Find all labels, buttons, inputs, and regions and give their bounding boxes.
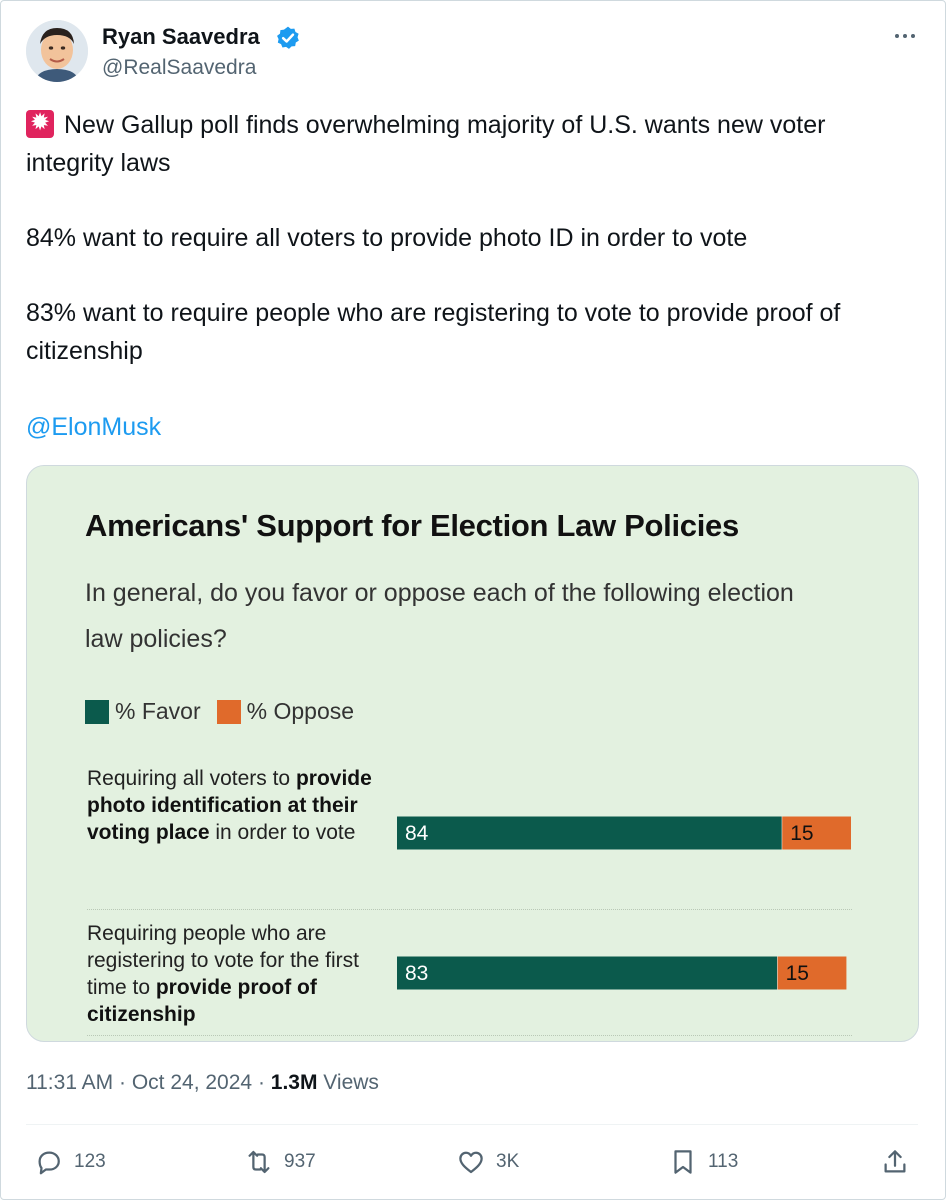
row-label-part: in order to vote: [209, 821, 356, 844]
author-name[interactable]: Ryan Saavedra: [102, 24, 260, 49]
chart-card[interactable]: Americans' Support for Election Law Poli…: [26, 465, 919, 1042]
legend-label-favor: % Favor: [115, 698, 201, 724]
bar-oppose: [782, 816, 851, 850]
row-label-part: Requiring people who are registering to …: [87, 922, 359, 999]
like-count: 3K: [496, 1151, 520, 1172]
share-button[interactable]: [880, 1147, 920, 1177]
more-options-icon[interactable]: [888, 24, 922, 48]
tweet-meta: 11:31 AM · Oct 24, 2024 · 1.3M Views: [26, 1071, 379, 1094]
legend-item-oppose: % Oppose: [216, 698, 355, 725]
like-button[interactable]: 3K: [456, 1147, 519, 1177]
bookmark-icon: [674, 1150, 692, 1174]
reply-count: 123: [74, 1151, 106, 1172]
row-label-part: Requiring all voters to: [87, 767, 296, 790]
row-label-part: provide proof of citizenship: [87, 976, 317, 1026]
avatar[interactable]: [26, 20, 88, 82]
row-divider: [87, 1035, 852, 1036]
row-divider: [87, 909, 852, 910]
bookmark-button[interactable]: 113: [668, 1147, 738, 1177]
legend-swatch-favor: [85, 699, 109, 724]
siren-emoji-icon: [26, 104, 54, 142]
reply-icon: [38, 1151, 60, 1175]
row-label-citizenship: Requiring people who are registering to …: [87, 920, 387, 1028]
bar-label-oppose: 15: [786, 962, 809, 985]
mention-link[interactable]: @ElonMusk: [26, 413, 162, 441]
row-label-part: provide photo identification at their vo…: [87, 767, 372, 844]
repost-icon: [248, 1150, 270, 1174]
chart-legend: % Favor % Oppose: [85, 698, 370, 725]
chart-plot: 84 15 83 15: [397, 816, 851, 990]
bar-label-oppose: 15: [790, 822, 813, 845]
tweet-date[interactable]: Oct 24, 2024: [131, 1071, 253, 1094]
tweet-time[interactable]: 11:31 AM: [26, 1071, 114, 1094]
share-icon: [884, 1150, 906, 1173]
tweet-text-line1: New Gallup poll finds overwhelming major…: [26, 104, 916, 182]
views-label: Views: [323, 1071, 379, 1094]
heart-icon: [459, 1151, 483, 1174]
bar-label-favor: 84: [405, 822, 429, 845]
bar-favor: [397, 956, 778, 990]
legend-item-favor: % Favor: [85, 698, 201, 725]
views-count: 1.3M: [270, 1071, 318, 1094]
author-handle[interactable]: @RealSaavedra: [102, 56, 257, 79]
bookmark-count: 113: [708, 1151, 739, 1172]
tweet-text-line1-content: New Gallup poll finds overwhelming major…: [26, 111, 826, 177]
bar-favor: [397, 816, 783, 850]
bar-oppose: [777, 956, 847, 990]
meta-divider: [26, 1124, 918, 1125]
reply-button[interactable]: 123: [34, 1147, 106, 1177]
bar-label-favor: 83: [405, 962, 428, 985]
verified-badge-icon: [277, 26, 299, 49]
chart-title: Americans' Support for Election Law Poli…: [85, 508, 739, 543]
tweet-text-line2: 84% want to require all voters to provid…: [26, 224, 748, 252]
tweet-text-line3: 83% want to require people who are regis…: [26, 299, 841, 365]
legend-swatch-oppose: [216, 699, 241, 724]
repost-count: 937: [284, 1151, 316, 1172]
row-label-photo-id: Requiring all voters to provide photo id…: [87, 765, 387, 846]
chart-subtitle: In general, do you favor or oppose each …: [85, 579, 794, 653]
repost-button[interactable]: 937: [244, 1147, 316, 1177]
avatar-image: [26, 20, 88, 82]
legend-label-oppose: % Oppose: [246, 698, 355, 724]
